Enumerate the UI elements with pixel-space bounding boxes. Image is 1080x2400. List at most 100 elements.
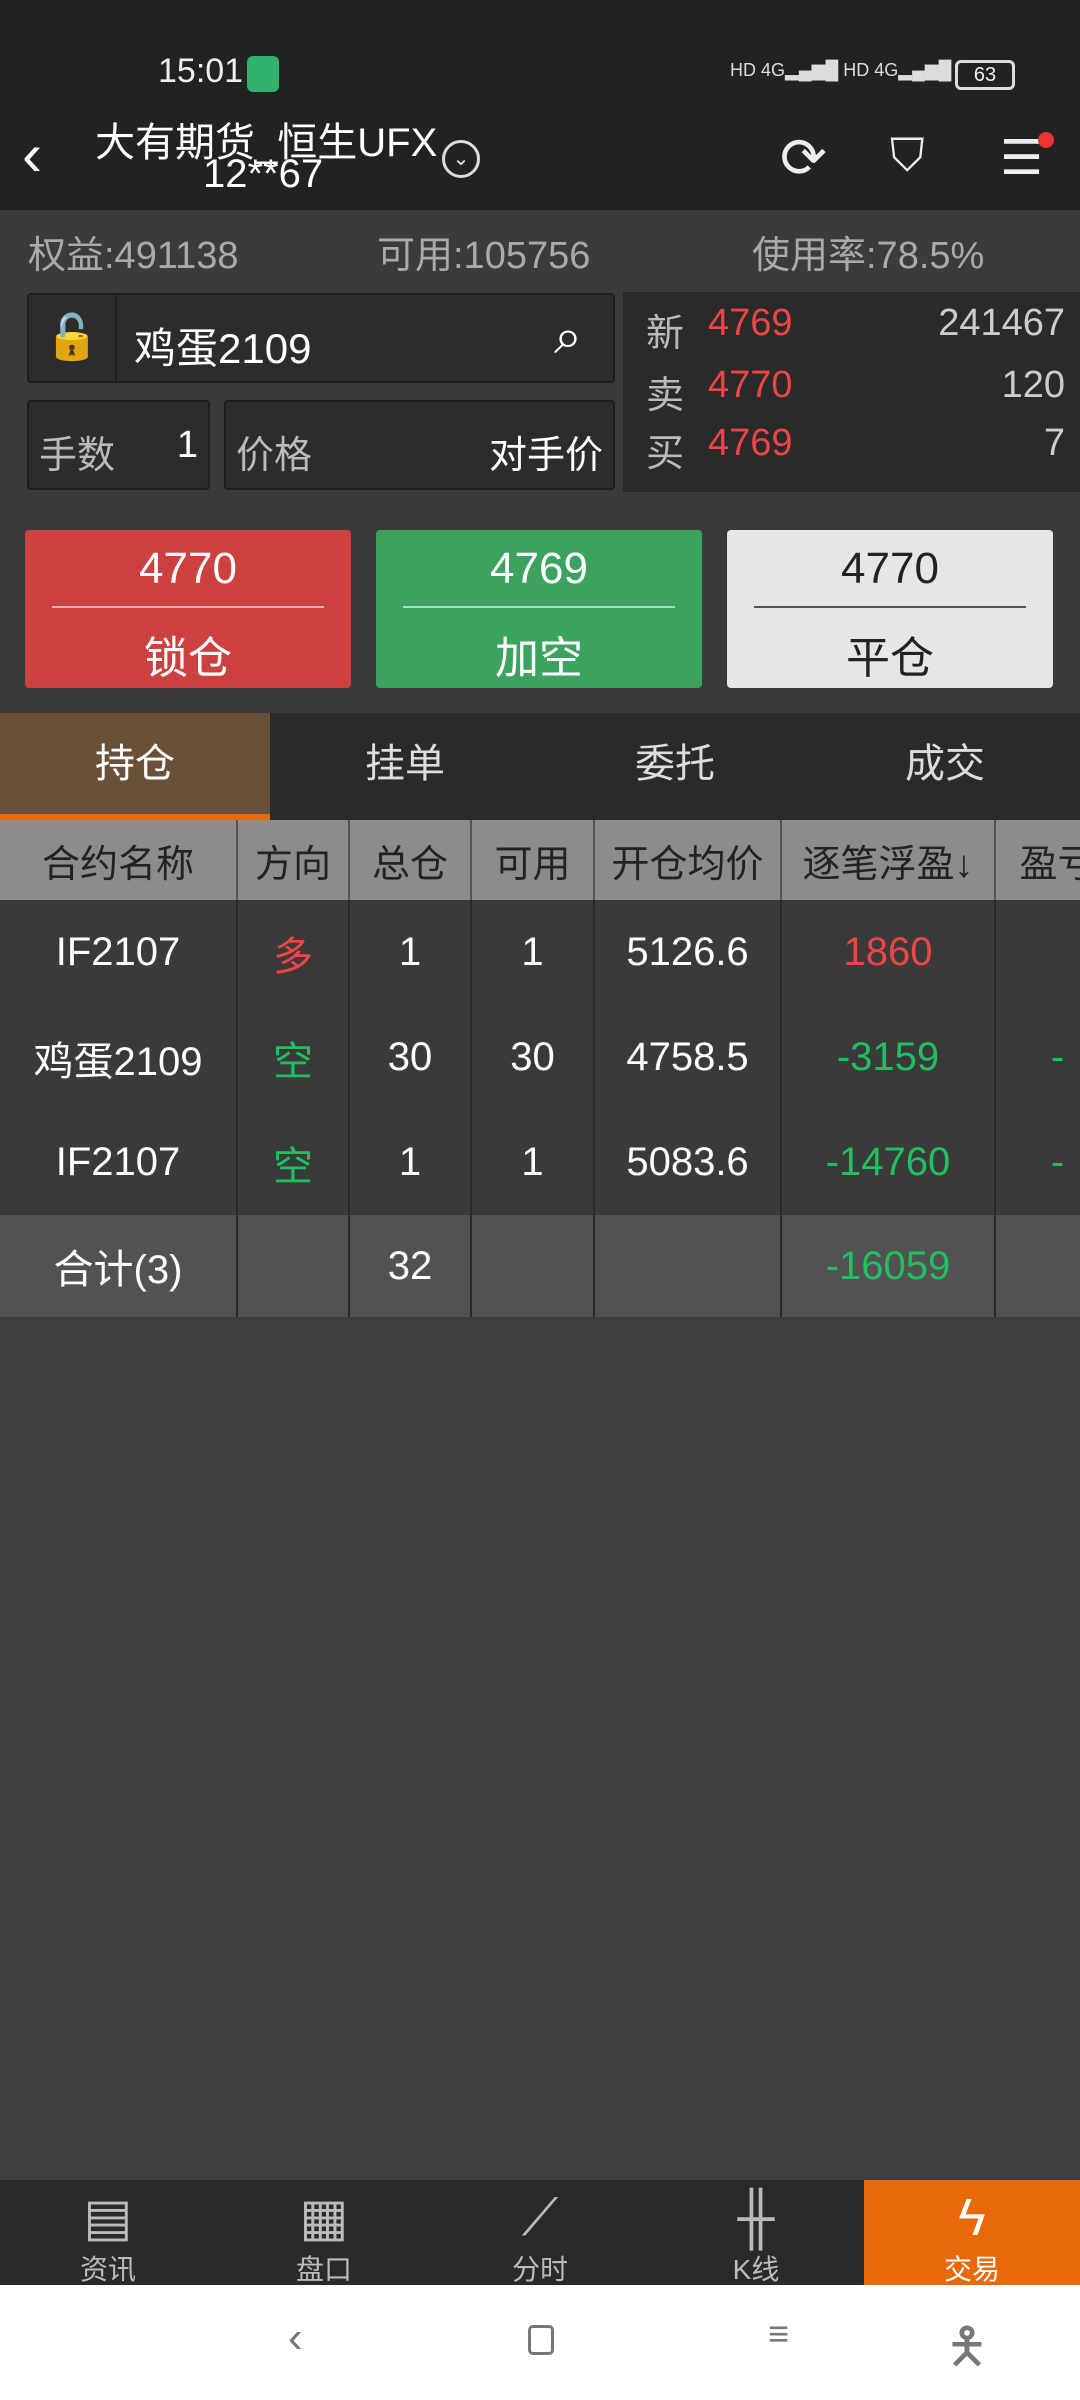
system-home-icon[interactable] bbox=[528, 2325, 554, 2355]
total-cell bbox=[594, 1215, 782, 1317]
bottom-nav: ▤ 资讯 ▦ 盘口 ⟋ 分时 ╫ K线 ϟ 交易 bbox=[0, 2180, 1080, 2285]
total-row: 合计(3) 32 -16059 bbox=[0, 1215, 1080, 1317]
account-dropdown-icon[interactable]: ⌄ bbox=[442, 140, 480, 178]
table-row[interactable]: IF2107 多 1 1 5126.6 1860 bbox=[0, 900, 1080, 1005]
price-type[interactable]: 对手价 bbox=[488, 435, 603, 477]
table-row[interactable]: 鸡蛋2109 空 30 30 4758.5 -3159- bbox=[0, 1005, 1080, 1110]
button-divider bbox=[754, 606, 1026, 608]
cell: 1 bbox=[349, 900, 472, 1005]
tab-2[interactable]: 委托 bbox=[635, 742, 715, 786]
column-header[interactable]: 方向 bbox=[237, 820, 350, 900]
column-header[interactable]: 逐笔浮盈↓ bbox=[781, 820, 996, 900]
system-recents-icon[interactable]: ≡ bbox=[768, 2313, 790, 2354]
system-nav-bar: ‹ ≡ 🯅 bbox=[0, 2285, 1080, 2400]
lightning-icon: ϟ bbox=[958, 2189, 986, 2247]
cell: 1 bbox=[471, 900, 595, 1005]
broker-title: 大有期货_恒生UFX bbox=[95, 121, 438, 165]
lock-position-button[interactable]: 4770 锁仓 bbox=[25, 530, 351, 688]
total-cell: 合计(3) bbox=[0, 1215, 238, 1317]
cell: 鸡蛋2109 bbox=[0, 1005, 238, 1110]
total-cell: 32 bbox=[349, 1215, 472, 1317]
cell: IF2107 bbox=[0, 1110, 238, 1215]
cell: 30 bbox=[349, 1005, 472, 1110]
cell: -14760 bbox=[781, 1110, 996, 1215]
quantity-field[interactable]: 手数 1 bbox=[27, 400, 210, 490]
column-header[interactable]: 盈亏 bbox=[995, 820, 1080, 900]
quote-volume: 120 bbox=[1001, 364, 1065, 406]
cell: - bbox=[995, 1110, 1080, 1215]
accessibility-icon[interactable]: 🯅 bbox=[945, 2318, 989, 2374]
quote-label: 买 bbox=[646, 433, 685, 475]
column-header[interactable]: 合约名称 bbox=[0, 820, 238, 900]
candlestick-icon: ╫ bbox=[737, 2189, 775, 2247]
quote-panel: 新 4769 241467 卖 4770 120 买 4769 7 bbox=[623, 292, 1080, 492]
contract-input[interactable]: 鸡蛋2109 bbox=[134, 325, 312, 372]
nav-label: 分时 bbox=[511, 2254, 568, 2285]
contract-search[interactable]: 🔓 鸡蛋2109 ⌕ bbox=[27, 293, 615, 383]
table-row[interactable]: IF2107 空 1 1 5083.6 -14760- bbox=[0, 1110, 1080, 1215]
orderbook-icon: ▦ bbox=[299, 2189, 349, 2247]
usage-rate: 使用率:78.5% bbox=[752, 235, 985, 277]
back-button[interactable]: ‹ bbox=[22, 121, 42, 188]
button-price: 4769 bbox=[490, 544, 588, 593]
unlock-icon[interactable]: 🔓 bbox=[29, 295, 117, 381]
order-panel: 🔓 鸡蛋2109 ⌕ 手数 1 价格 对手价 新 4769 241467 卖 4770 1… bbox=[0, 280, 1080, 713]
quote-label: 新 bbox=[646, 313, 685, 355]
cell: -3159 bbox=[781, 1005, 996, 1110]
close-position-button[interactable]: 4770 平仓 bbox=[727, 530, 1053, 688]
button-label: 锁仓 bbox=[144, 634, 232, 683]
timeshare-chart-icon: ⟋ bbox=[521, 2189, 559, 2247]
cell: 5083.6 bbox=[594, 1110, 782, 1215]
tab-1[interactable]: 挂单 bbox=[365, 742, 445, 786]
total-cell: -16059 bbox=[781, 1215, 996, 1317]
column-header[interactable]: 可用 bbox=[471, 820, 595, 900]
position-tabs: 持仓 挂单 委托 成交 bbox=[0, 713, 1080, 820]
button-divider bbox=[403, 606, 675, 608]
quantity-label: 手数 bbox=[39, 435, 116, 477]
cell: 多 bbox=[237, 900, 350, 1005]
system-back-icon[interactable]: ‹ bbox=[288, 2313, 303, 2362]
button-label: 加空 bbox=[495, 634, 583, 683]
refresh-icon[interactable]: ⟳ bbox=[780, 126, 827, 189]
nav-lightning[interactable]: ϟ 交易 bbox=[864, 2180, 1080, 2285]
column-header[interactable]: 开仓均价 bbox=[594, 820, 782, 900]
quantity-value[interactable]: 1 bbox=[176, 424, 198, 466]
nav-candlestick[interactable]: ╫ K线 bbox=[648, 2180, 864, 2285]
button-divider bbox=[52, 606, 324, 608]
quote-price[interactable]: 4770 bbox=[708, 364, 793, 406]
nav-news[interactable]: ▤ 资讯 bbox=[0, 2180, 216, 2285]
tab-3[interactable]: 成交 bbox=[905, 742, 985, 786]
cell: 1 bbox=[349, 1110, 472, 1215]
header: ‹ 大有期货_恒生UFX 12**67 ⌄ ⟳ ⛉ ☰ bbox=[0, 110, 1080, 210]
positions-table: 合约名称 方向 总仓 可用 开仓均价 逐笔浮盈↓ 盈亏 IF2107 多 1 1 5126.6 1860… bbox=[0, 820, 1080, 1320]
nav-orderbook[interactable]: ▦ 盘口 bbox=[216, 2180, 432, 2285]
cell: IF2107 bbox=[0, 900, 238, 1005]
tab-0[interactable]: 持仓 bbox=[0, 713, 270, 820]
status-bar: 15:01 HD 4G▂▄▆█ HD 4G▂▄▆█ 63 bbox=[0, 0, 1080, 110]
add-short-button[interactable]: 4769 加空 bbox=[376, 530, 702, 688]
menu-icon[interactable]: ☰ bbox=[1000, 132, 1044, 185]
nav-label: 盘口 bbox=[295, 2254, 352, 2285]
cell: 空 bbox=[237, 1110, 350, 1215]
quote-volume: 241467 bbox=[938, 302, 1065, 344]
search-icon[interactable]: ⌕ bbox=[554, 308, 582, 364]
notification-dot bbox=[1038, 132, 1054, 148]
cell bbox=[995, 900, 1080, 1005]
news-icon: ▤ bbox=[83, 2189, 133, 2247]
price-field[interactable]: 价格 对手价 bbox=[224, 400, 615, 490]
price-label: 价格 bbox=[236, 435, 313, 477]
total-cell bbox=[995, 1215, 1080, 1317]
total-cell bbox=[237, 1215, 350, 1317]
shield-lightning-icon[interactable]: ⛉ bbox=[890, 129, 925, 181]
nav-timeshare-chart[interactable]: ⟋ 分时 bbox=[432, 2180, 648, 2285]
column-header[interactable]: 总仓 bbox=[349, 820, 472, 900]
cell: - bbox=[995, 1005, 1080, 1110]
quote-price[interactable]: 4769 bbox=[708, 302, 793, 344]
total-cell bbox=[471, 1215, 595, 1317]
button-price: 4770 bbox=[841, 544, 939, 593]
quote-row: 卖 4770 120 bbox=[623, 364, 1073, 420]
signal-icon: HD 4G▂▄▆█ HD 4G▂▄▆█ bbox=[730, 60, 952, 80]
quote-price[interactable]: 4769 bbox=[708, 422, 793, 464]
shield-app-icon bbox=[247, 56, 279, 92]
cell: 30 bbox=[471, 1005, 595, 1110]
